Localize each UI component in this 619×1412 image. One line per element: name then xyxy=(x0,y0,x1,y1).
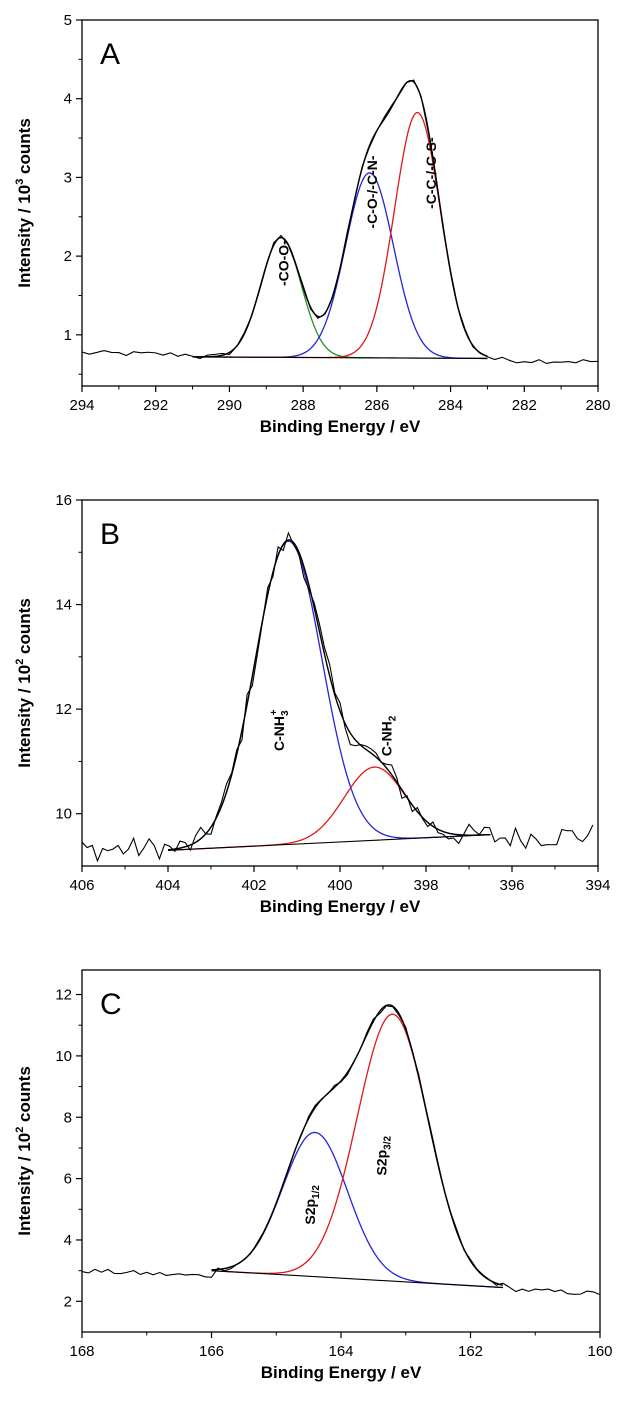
x-tick-label: 400 xyxy=(327,877,352,894)
y-tick-label: 12 xyxy=(55,701,72,718)
y-tick-label: 12 xyxy=(55,987,72,1004)
y-axis-title: Intensity / 103 counts xyxy=(14,118,34,288)
fit-envelope xyxy=(192,79,488,358)
x-tick-label: 406 xyxy=(69,877,94,894)
y-axis-title: Intensity / 102 counts xyxy=(14,1066,34,1236)
measured-spectrum xyxy=(82,1005,600,1296)
plot-area xyxy=(82,531,594,863)
peak-label-2: C-NH2 xyxy=(379,715,399,756)
panel-A: 294 292 290 288 286 284 282 280 1 2 3 4 5 Binding Ene… xyxy=(14,12,611,436)
y-tick-label: 16 xyxy=(55,492,72,509)
panel-B: 406 404 402 400 398 396 394 10 12 14 16 Binding Ene… xyxy=(14,492,611,916)
component-peak-1 xyxy=(192,237,488,360)
y-tick-label: 10 xyxy=(55,806,72,823)
y-tick-label: 10 xyxy=(55,1048,72,1065)
panel-letter: C xyxy=(100,988,122,1021)
peak-label-3: -C-C-/-C-S- xyxy=(423,137,439,209)
x-tick-label: 294 xyxy=(69,397,94,414)
x-tick-label: 394 xyxy=(585,877,610,894)
x-tick-label: 162 xyxy=(458,1343,483,1360)
peak-label-2: S2p3/2 xyxy=(373,1136,393,1176)
x-tick-label: 280 xyxy=(585,397,610,414)
x-tick-label: 288 xyxy=(291,397,316,414)
component-peak-1 xyxy=(211,1131,503,1289)
component-peak-2 xyxy=(167,766,491,851)
panel-letter: A xyxy=(100,38,120,71)
plot-frame xyxy=(81,499,599,867)
panel-letter: B xyxy=(100,518,120,551)
x-tick-label: 164 xyxy=(328,1343,353,1360)
measured-spectrum xyxy=(82,79,598,365)
y-tick-label: 3 xyxy=(64,169,72,186)
x-axis-title: Binding Energy / eV xyxy=(260,897,421,916)
plot-frame xyxy=(81,19,599,387)
y-tick-label: 8 xyxy=(64,1109,72,1126)
y-tick-label: 6 xyxy=(64,1171,72,1188)
fit-envelope xyxy=(167,539,491,851)
y-tick-label: 4 xyxy=(64,91,72,108)
y-tick-label: 4 xyxy=(64,1232,72,1249)
plot-area xyxy=(82,1004,600,1296)
peak-label-1: C-NH3+ xyxy=(269,709,291,751)
x-tick-label: 402 xyxy=(241,877,266,894)
baseline xyxy=(211,1270,503,1289)
x-axis-title: Binding Energy / eV xyxy=(261,1363,422,1382)
peak-label-1: -CO-O- xyxy=(275,240,291,286)
x-tick-label: 396 xyxy=(499,877,524,894)
y-tick-label: 2 xyxy=(64,1293,72,1310)
x-tick-label: 290 xyxy=(217,397,242,414)
x-tick-label: 168 xyxy=(69,1343,94,1360)
peak-label-2: -C-O-/-C-N- xyxy=(364,155,380,228)
component-peak-1 xyxy=(167,540,491,851)
x-axis-title: Binding Energy / eV xyxy=(260,417,421,436)
peak-label-1: S2p1/2 xyxy=(302,1185,322,1225)
x-tick-label: 284 xyxy=(438,397,463,414)
y-tick-label: 14 xyxy=(55,597,72,614)
measured-spectrum xyxy=(82,531,594,863)
x-tick-label: 404 xyxy=(155,877,180,894)
x-tick-label: 166 xyxy=(199,1343,224,1360)
fit-envelope xyxy=(211,1004,504,1286)
x-tick-label: 398 xyxy=(413,877,438,894)
plot-area xyxy=(82,79,598,365)
x-tick-label: 286 xyxy=(364,397,389,414)
baseline xyxy=(167,834,491,851)
x-tick-label: 282 xyxy=(512,397,537,414)
x-tick-label: 292 xyxy=(143,397,168,414)
y-tick-label: 2 xyxy=(64,248,72,265)
component-peak-3 xyxy=(192,111,488,359)
y-axis-title: Intensity / 102 counts xyxy=(14,598,34,768)
baseline xyxy=(192,356,488,360)
y-tick-label: 5 xyxy=(64,12,72,29)
y-tick-label: 1 xyxy=(64,327,72,344)
panel-C: 168 166 164 162 160 2 4 6 8 10 12 Binding Energy / … xyxy=(14,969,613,1382)
x-tick-label: 160 xyxy=(587,1343,612,1360)
